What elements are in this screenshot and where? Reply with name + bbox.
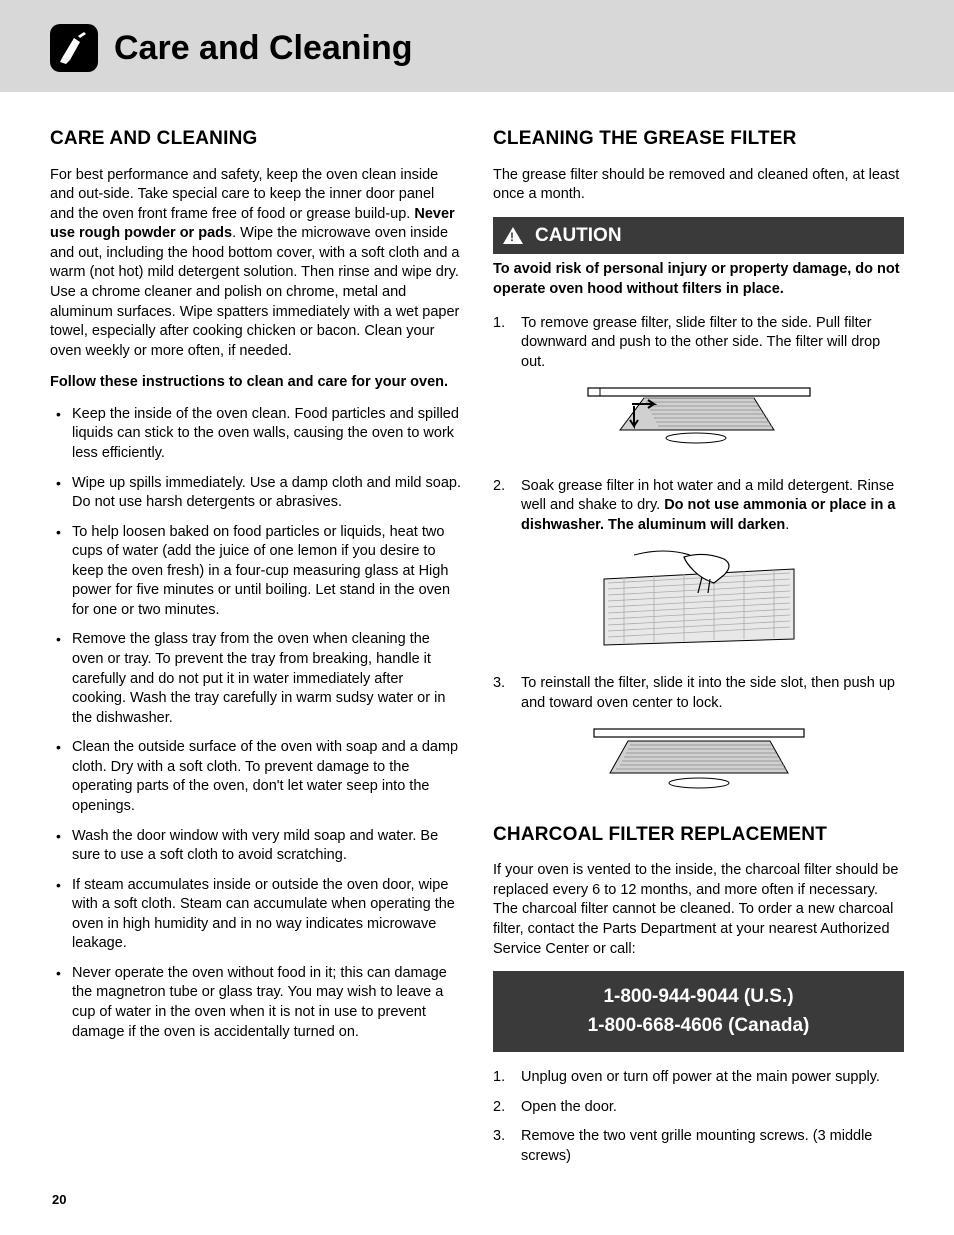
bullet-item: If steam accumulates inside or outside t… bbox=[72, 876, 461, 954]
step-number: 1. bbox=[493, 314, 521, 373]
step-item: 1. To remove grease filter, slide filter… bbox=[493, 314, 904, 373]
step-number: 2. bbox=[493, 1098, 521, 1118]
section-heading-care: CARE AND CLEANING bbox=[50, 126, 461, 152]
caution-label: CAUTION bbox=[535, 223, 622, 249]
step-text: Unplug oven or turn off power at the mai… bbox=[521, 1068, 904, 1088]
grease-intro: The grease filter should be removed and … bbox=[493, 166, 904, 205]
bullet-text: Wipe up spills immediately. Use a damp c… bbox=[72, 475, 461, 511]
step-text: Remove the two vent grille mounting scre… bbox=[521, 1127, 904, 1166]
bullet-item: Keep the inside of the oven clean. Food … bbox=[72, 405, 461, 464]
caution-body: To avoid risk of personal injury or prop… bbox=[493, 260, 904, 299]
manual-page: Care and Cleaning CARE AND CLEANING For … bbox=[0, 0, 954, 1235]
care-intro-a: For best performance and safety, keep th… bbox=[50, 167, 438, 222]
step-text: To remove grease filter, slide filter to… bbox=[521, 314, 904, 373]
bullet-item: Remove the glass tray from the oven when… bbox=[72, 630, 461, 728]
phone-us: 1-800-944-9044 (U.S.) bbox=[501, 983, 896, 1012]
bullet-text: To help loosen baked on food particles o… bbox=[72, 524, 450, 618]
bullet-item: Wipe up spills immediately. Use a damp c… bbox=[72, 474, 461, 513]
step2-c: . bbox=[785, 517, 789, 533]
header-band: Care and Cleaning bbox=[0, 0, 954, 92]
section-heading-grease: CLEANING THE GREASE FILTER bbox=[493, 126, 904, 152]
step-text: Soak grease filter in hot water and a mi… bbox=[521, 477, 904, 536]
page-title: Care and Cleaning bbox=[114, 29, 413, 68]
step-item: 3. To reinstall the filter, slide it int… bbox=[493, 674, 904, 713]
step-number: 3. bbox=[493, 674, 521, 713]
content-columns: CARE AND CLEANING For best performance a… bbox=[0, 92, 954, 1176]
step-number: 1. bbox=[493, 1068, 521, 1088]
step-item: 3. Remove the two vent grille mounting s… bbox=[493, 1127, 904, 1166]
right-column: CLEANING THE GREASE FILTER The grease fi… bbox=[493, 126, 904, 1176]
page-number: 20 bbox=[52, 1192, 66, 1207]
grease-steps-3: 3. To reinstall the filter, slide it int… bbox=[493, 674, 904, 713]
grease-steps-2: 2. Soak grease filter in hot water and a… bbox=[493, 477, 904, 536]
remove-filter-diagram bbox=[493, 386, 904, 459]
step-item: 2. Soak grease filter in hot water and a… bbox=[493, 477, 904, 536]
bullet-item: Wash the door window with very mild soap… bbox=[72, 827, 461, 866]
bullet-text: Remove the glass tray from the oven when… bbox=[72, 631, 445, 725]
step-item: 2. Open the door. bbox=[493, 1098, 904, 1118]
bullet-item: Clean the outside surface of the oven wi… bbox=[72, 738, 461, 816]
bullet-text: Wash the door window with very mild soap… bbox=[72, 828, 438, 864]
follow-instructions: Follow these instructions to clean and c… bbox=[50, 373, 461, 393]
bullet-text: Keep the inside of the oven clean. Food … bbox=[72, 406, 459, 461]
charcoal-intro: If your oven is vented to the inside, th… bbox=[493, 861, 904, 959]
warning-triangle-icon bbox=[503, 227, 523, 244]
bullet-text: Never operate the oven without food in i… bbox=[72, 965, 447, 1040]
bullet-item: To help loosen baked on food particles o… bbox=[72, 523, 461, 621]
phone-numbers-box: 1-800-944-9044 (U.S.) 1-800-668-4606 (Ca… bbox=[493, 971, 904, 1052]
phone-ca: 1-800-668-4606 (Canada) bbox=[501, 1012, 896, 1041]
care-bullet-list: Keep the inside of the oven clean. Food … bbox=[50, 405, 461, 1042]
step-text: Open the door. bbox=[521, 1098, 904, 1118]
reinstall-filter-diagram bbox=[493, 727, 904, 804]
step-number: 3. bbox=[493, 1127, 521, 1166]
care-intro-c: . Wipe the microwave oven inside and out… bbox=[50, 225, 460, 358]
bullet-item: Never operate the oven without food in i… bbox=[72, 964, 461, 1042]
charcoal-steps: 1. Unplug oven or turn off power at the … bbox=[493, 1068, 904, 1166]
caution-bar: CAUTION bbox=[493, 217, 904, 255]
step-text: To reinstall the filter, slide it into t… bbox=[521, 674, 904, 713]
cleaning-icon bbox=[50, 24, 98, 72]
bullet-text: If steam accumulates inside or outside t… bbox=[72, 877, 455, 952]
care-intro: For best performance and safety, keep th… bbox=[50, 166, 461, 362]
step-number: 2. bbox=[493, 477, 521, 536]
step-item: 1. Unplug oven or turn off power at the … bbox=[493, 1068, 904, 1088]
soak-filter-diagram bbox=[493, 549, 904, 656]
section-heading-charcoal: CHARCOAL FILTER REPLACEMENT bbox=[493, 822, 904, 848]
bullet-text: Clean the outside surface of the oven wi… bbox=[72, 739, 458, 814]
grease-steps: 1. To remove grease filter, slide filter… bbox=[493, 314, 904, 373]
left-column: CARE AND CLEANING For best performance a… bbox=[50, 126, 461, 1176]
